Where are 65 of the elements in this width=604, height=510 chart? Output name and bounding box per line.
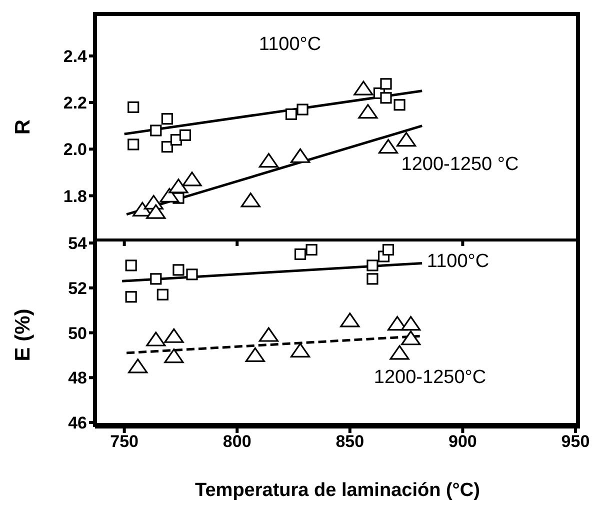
y-tick-label: 54 <box>68 234 88 254</box>
point <box>240 192 260 208</box>
point <box>168 178 188 194</box>
y-tick-label: 48 <box>68 368 87 388</box>
point <box>146 204 166 219</box>
point <box>160 188 180 203</box>
point <box>258 327 278 342</box>
point <box>390 345 410 360</box>
point <box>290 342 310 358</box>
point <box>296 104 308 116</box>
point <box>172 264 184 276</box>
point <box>354 80 374 96</box>
series-label: 1200-1250°C <box>374 367 486 389</box>
y-tick-label: 50 <box>68 324 87 343</box>
x-axis-title: Temperatura de laminación (°C) <box>195 480 480 501</box>
point <box>150 273 162 285</box>
point <box>128 358 148 374</box>
point <box>340 312 360 328</box>
y-tick-label: 1.8 <box>63 186 87 206</box>
point <box>128 101 140 113</box>
point <box>358 104 378 119</box>
point <box>401 330 421 346</box>
point <box>258 152 278 168</box>
point <box>150 124 162 136</box>
point <box>285 108 298 120</box>
point <box>401 316 421 331</box>
point <box>164 348 184 364</box>
point <box>164 328 184 343</box>
x-tick-label: 850 <box>336 432 364 452</box>
point <box>161 113 173 125</box>
y-tick-label: 46 <box>68 414 87 433</box>
point <box>125 291 137 303</box>
y-tick-label: 52 <box>68 278 87 298</box>
point <box>245 347 265 362</box>
y-tick-label: 2.0 <box>63 140 87 160</box>
point <box>306 244 318 256</box>
y-tick-label: 2.4 <box>63 46 88 66</box>
point <box>394 99 406 111</box>
point <box>294 248 306 260</box>
point <box>290 148 310 163</box>
y-tick-label: 2.2 <box>63 94 87 113</box>
point <box>179 129 192 141</box>
point <box>146 332 166 346</box>
point <box>382 244 394 256</box>
series-label: 1100°C <box>426 251 490 273</box>
point <box>380 92 392 104</box>
point <box>186 268 198 280</box>
point <box>366 273 378 285</box>
x-tick-label: 900 <box>448 432 477 452</box>
point <box>378 139 398 154</box>
x-tick-label: 800 <box>222 432 252 452</box>
point <box>182 172 202 186</box>
y-axis-title: R <box>11 119 34 135</box>
point <box>366 260 378 272</box>
point <box>156 288 168 300</box>
point <box>125 260 137 272</box>
x-tick-label: 950 <box>561 432 590 452</box>
y-axis-title: E (%) <box>11 308 34 362</box>
point <box>380 78 392 90</box>
point <box>161 141 173 153</box>
text: 1100°C <box>258 34 322 56</box>
series-label: 1200-1250 °C <box>401 154 519 176</box>
point <box>128 138 140 150</box>
point <box>396 132 416 147</box>
x-tick-label: 750 <box>110 432 139 452</box>
